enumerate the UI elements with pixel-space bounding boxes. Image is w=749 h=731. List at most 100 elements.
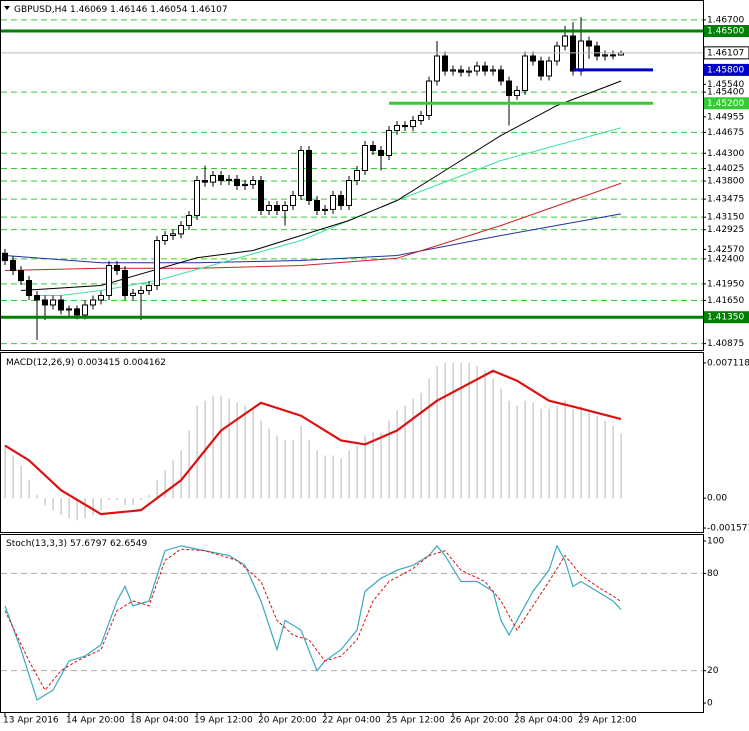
candle-body xyxy=(594,45,600,57)
macd-bar xyxy=(236,402,238,499)
candle-body xyxy=(362,144,368,171)
macd-bar xyxy=(572,408,574,499)
macd-bar xyxy=(620,433,622,499)
macd-bar xyxy=(60,498,62,516)
candle-body xyxy=(266,205,272,212)
y-tick-label: 0.00 xyxy=(707,494,727,504)
candle-body xyxy=(562,35,568,47)
macd-bar xyxy=(68,498,70,519)
candle-body xyxy=(490,69,496,72)
candle-body xyxy=(418,114,424,121)
candle-body xyxy=(74,308,80,316)
macd-bar xyxy=(564,400,566,499)
candle-body xyxy=(162,235,168,242)
macd-bar xyxy=(388,420,390,499)
macd-bar xyxy=(612,425,614,499)
y-tick-label: 1.41650 xyxy=(707,296,744,306)
moving-average xyxy=(4,213,622,264)
moving-average xyxy=(20,80,622,292)
macd-last: 0.003415 xyxy=(77,358,120,368)
candle-body xyxy=(274,205,280,212)
candle-body xyxy=(146,285,152,292)
macd-bar xyxy=(116,498,118,501)
macd-bar xyxy=(420,392,422,499)
candle-body xyxy=(130,292,136,297)
macd-bar xyxy=(220,395,222,499)
candle-body xyxy=(330,195,336,210)
candle-body xyxy=(18,270,24,282)
candle-body xyxy=(210,175,216,183)
price-label: 1.41350 xyxy=(707,313,744,323)
candle-body xyxy=(2,252,8,262)
y-tick-label: 80 xyxy=(707,569,719,579)
candle-body xyxy=(34,295,40,301)
candle-body xyxy=(298,149,304,197)
candle-body xyxy=(434,55,440,82)
y-tick-label: 1.43150 xyxy=(707,213,744,223)
macd-bar xyxy=(412,398,414,499)
macd-bar xyxy=(316,450,318,499)
stoch-frame xyxy=(0,534,704,713)
macd-bar xyxy=(140,498,142,501)
x-tick-label: 29 Apr 12:00 xyxy=(578,716,637,726)
symbol: GBPUSD,H4 xyxy=(14,5,67,15)
candle-body xyxy=(602,54,608,57)
x-tick-label: 20 Apr 20:00 xyxy=(258,716,317,726)
x-tick-label: 26 Apr 20:00 xyxy=(450,716,509,726)
candle-body xyxy=(586,40,592,47)
macd-bar xyxy=(588,410,590,499)
macd-bar xyxy=(124,498,126,506)
chart-arrow-icon xyxy=(4,6,10,10)
candle-body xyxy=(506,80,512,96)
y-tick-label: 0.007118 xyxy=(707,358,749,368)
candle-body xyxy=(242,183,248,187)
candle-body xyxy=(410,119,416,128)
macd-bar xyxy=(500,388,502,499)
macd-bar xyxy=(284,440,286,499)
macd-bar xyxy=(100,498,102,511)
y-tick-label: 1.42925 xyxy=(707,225,744,235)
candle-body xyxy=(538,60,544,77)
candle-body xyxy=(98,295,104,301)
candle-body xyxy=(466,70,472,73)
candle-body xyxy=(234,178,240,187)
macd-bar xyxy=(364,435,366,499)
macd-bar xyxy=(292,440,294,499)
macd-bar xyxy=(228,398,230,499)
macd-bar xyxy=(548,408,550,499)
macd-bar xyxy=(460,362,462,499)
moving-average xyxy=(4,182,622,272)
macd-bar xyxy=(444,362,446,499)
macd-bar xyxy=(532,402,534,499)
candle-body xyxy=(66,308,72,311)
macd-bar xyxy=(244,405,246,499)
candle-body xyxy=(482,65,488,72)
macd-bar xyxy=(300,425,302,499)
candle-body xyxy=(82,304,88,316)
y-tick-label: 100 xyxy=(707,536,724,546)
y-tick-label: 1.40875 xyxy=(707,339,744,349)
x-tick-label: 28 Apr 04:00 xyxy=(514,716,573,726)
candle-body xyxy=(394,124,400,131)
x-tick-label: 14 Apr 20:00 xyxy=(66,716,125,726)
macd-bar xyxy=(180,450,182,499)
main-frame xyxy=(0,0,704,351)
macd-bar xyxy=(212,395,214,499)
macd-bar xyxy=(396,410,398,499)
macd-bar xyxy=(372,432,374,499)
candle-body xyxy=(322,208,328,212)
macd-bar xyxy=(516,405,518,499)
candle-body xyxy=(378,149,384,156)
macd-bar xyxy=(436,365,438,499)
macd-bar xyxy=(340,458,342,499)
candle-body xyxy=(306,149,312,202)
candle-body xyxy=(106,265,112,297)
candle-body xyxy=(218,175,224,182)
candle-body xyxy=(386,129,392,156)
price-label-box xyxy=(704,25,749,38)
y-tick-label: 1.43475 xyxy=(707,195,744,205)
macd-bar xyxy=(596,415,598,499)
y-tick-label: 1.44300 xyxy=(707,149,744,159)
